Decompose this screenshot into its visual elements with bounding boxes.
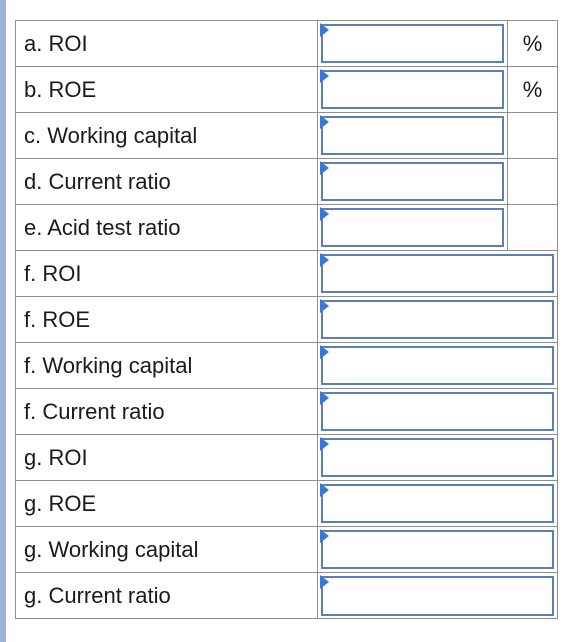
answer-input[interactable]: [321, 530, 554, 569]
table-row: a. ROI%: [16, 21, 557, 67]
row-label: e. Acid test ratio: [16, 205, 318, 251]
table-row: e. Acid test ratio: [16, 205, 557, 251]
input-flag-icon: [320, 299, 329, 313]
input-flag-icon: [320, 161, 329, 175]
answer-input[interactable]: [321, 254, 554, 293]
row-label: g. Current ratio: [16, 573, 318, 619]
table-row: f. Current ratio: [16, 389, 557, 435]
table-row: f. Working capital: [16, 343, 557, 389]
row-label: d. Current ratio: [16, 159, 318, 205]
input-flag-icon: [320, 391, 329, 405]
input-flag-icon: [320, 207, 329, 221]
answer-input[interactable]: [321, 438, 554, 477]
row-label: f. ROE: [16, 297, 318, 343]
answer-input[interactable]: [321, 70, 504, 109]
unit-label: [507, 205, 557, 251]
input-cell: [318, 573, 557, 619]
unit-label: [507, 159, 557, 205]
unit-label: %: [507, 67, 557, 113]
unit-label: %: [507, 21, 557, 67]
answer-input[interactable]: [321, 208, 504, 247]
unit-label: [507, 113, 557, 159]
answer-input[interactable]: [321, 116, 504, 155]
input-flag-icon: [320, 69, 329, 83]
input-flag-icon: [320, 575, 329, 589]
table-row: d. Current ratio: [16, 159, 557, 205]
input-flag-icon: [320, 437, 329, 451]
left-accent-bar: [0, 0, 6, 642]
table-row: f. ROE: [16, 297, 557, 343]
answer-input[interactable]: [321, 346, 554, 385]
table-row: c. Working capital: [16, 113, 557, 159]
row-label: g. Working capital: [16, 527, 318, 573]
input-cell: [318, 21, 507, 67]
answer-table: a. ROI% b. ROE% c. Working capital d. Curre…: [15, 20, 558, 619]
input-cell: [318, 67, 507, 113]
input-flag-icon: [320, 345, 329, 359]
answer-input[interactable]: [321, 392, 554, 431]
table-row: g. ROI: [16, 435, 557, 481]
table-row: g. Working capital: [16, 527, 557, 573]
answer-input[interactable]: [321, 484, 554, 523]
answer-input[interactable]: [321, 162, 504, 201]
row-label: f. Current ratio: [16, 389, 318, 435]
input-cell: [318, 297, 557, 343]
answer-input[interactable]: [321, 300, 554, 339]
row-label: f. Working capital: [16, 343, 318, 389]
input-flag-icon: [320, 253, 329, 267]
input-flag-icon: [320, 529, 329, 543]
input-flag-icon: [320, 483, 329, 497]
row-label: b. ROE: [16, 67, 318, 113]
table-row: b. ROE%: [16, 67, 557, 113]
table-row: g. ROE: [16, 481, 557, 527]
table-row: g. Current ratio: [16, 573, 557, 619]
input-cell: [318, 343, 557, 389]
input-cell: [318, 113, 507, 159]
row-label: g. ROE: [16, 481, 318, 527]
input-cell: [318, 205, 507, 251]
input-cell: [318, 481, 557, 527]
row-label: g. ROI: [16, 435, 318, 481]
input-flag-icon: [320, 115, 329, 129]
answer-input[interactable]: [321, 576, 554, 616]
answer-input[interactable]: [321, 24, 504, 63]
input-cell: [318, 159, 507, 205]
input-cell: [318, 527, 557, 573]
input-cell: [318, 389, 557, 435]
row-label: a. ROI: [16, 21, 318, 67]
input-cell: [318, 251, 557, 297]
row-label: c. Working capital: [16, 113, 318, 159]
input-cell: [318, 435, 557, 481]
row-label: f. ROI: [16, 251, 318, 297]
input-flag-icon: [320, 23, 329, 37]
table-row: f. ROI: [16, 251, 557, 297]
